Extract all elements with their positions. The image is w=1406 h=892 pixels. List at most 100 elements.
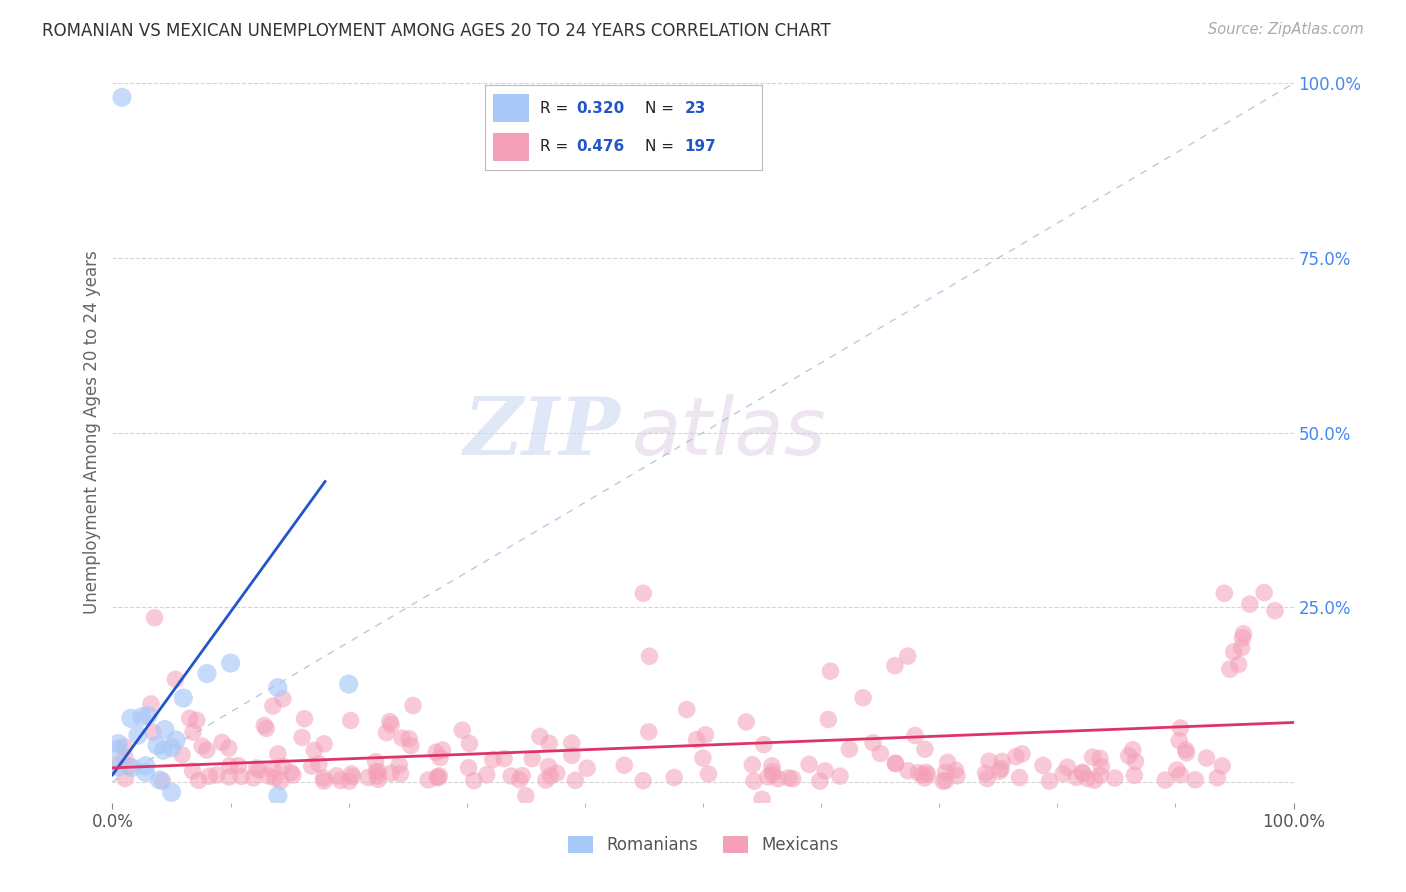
Point xyxy=(1232,627,1254,641)
Point xyxy=(211,735,233,749)
Point xyxy=(817,713,839,727)
Point xyxy=(1081,750,1104,764)
Point xyxy=(425,745,447,759)
Point xyxy=(761,759,783,773)
Point xyxy=(932,774,955,789)
Point xyxy=(329,773,352,788)
Point xyxy=(218,770,240,784)
Point xyxy=(1118,748,1140,763)
Point xyxy=(165,673,187,687)
Point xyxy=(752,738,775,752)
Point xyxy=(862,736,884,750)
Point xyxy=(121,760,143,774)
Text: Source: ZipAtlas.com: Source: ZipAtlas.com xyxy=(1208,22,1364,37)
Point xyxy=(1088,768,1111,782)
Point xyxy=(187,773,209,788)
Point xyxy=(664,771,686,785)
Point xyxy=(262,698,284,713)
Point xyxy=(946,769,969,783)
Point xyxy=(429,750,451,764)
Point xyxy=(1239,597,1261,611)
Y-axis label: Unemployment Among Ages 20 to 24 years: Unemployment Among Ages 20 to 24 years xyxy=(83,251,101,615)
Point xyxy=(685,732,707,747)
Point xyxy=(103,758,125,772)
Point xyxy=(778,771,800,785)
Point xyxy=(257,769,280,783)
Point xyxy=(741,757,763,772)
Point xyxy=(991,755,1014,769)
Point xyxy=(1154,773,1177,788)
Point xyxy=(254,722,277,736)
Point xyxy=(897,764,920,778)
Point xyxy=(179,711,201,725)
Point xyxy=(314,737,336,751)
Point xyxy=(127,728,149,742)
Point xyxy=(149,773,172,788)
Point xyxy=(367,772,389,787)
Point xyxy=(1222,645,1244,659)
Point xyxy=(808,774,831,789)
Point xyxy=(301,759,323,773)
Point xyxy=(432,743,454,757)
Point xyxy=(1071,766,1094,780)
Point xyxy=(152,774,174,789)
Point xyxy=(1227,657,1250,672)
Point xyxy=(869,747,891,761)
Point xyxy=(337,677,360,691)
Point xyxy=(675,702,697,716)
Point xyxy=(814,764,837,778)
Point xyxy=(245,761,267,775)
Point xyxy=(1011,747,1033,761)
Point xyxy=(509,772,531,787)
Point xyxy=(561,736,583,750)
Point xyxy=(695,728,717,742)
Point xyxy=(613,758,636,772)
Point xyxy=(219,656,242,670)
Point xyxy=(458,737,481,751)
Point xyxy=(181,725,204,739)
Point xyxy=(198,769,221,783)
Point xyxy=(294,712,316,726)
Point xyxy=(883,658,905,673)
Point xyxy=(756,770,779,784)
Point xyxy=(418,772,440,787)
Point xyxy=(375,725,398,739)
Point xyxy=(1125,755,1147,769)
Point xyxy=(1038,774,1060,789)
Point xyxy=(1122,743,1144,757)
Point xyxy=(135,765,157,780)
Point xyxy=(974,766,997,780)
Point xyxy=(378,714,401,729)
Text: atlas: atlas xyxy=(633,393,827,472)
Point xyxy=(388,757,411,772)
Point xyxy=(139,697,162,711)
Point xyxy=(114,749,136,764)
Point xyxy=(107,737,129,751)
Point xyxy=(838,742,860,756)
Point xyxy=(897,649,920,664)
Point xyxy=(510,769,533,783)
Point xyxy=(538,736,561,750)
Point xyxy=(398,731,420,746)
Point xyxy=(576,761,599,775)
Point xyxy=(534,773,557,788)
Point xyxy=(380,766,402,780)
Point xyxy=(427,771,450,785)
Point xyxy=(1008,771,1031,785)
Point xyxy=(308,756,330,771)
Point xyxy=(339,714,361,728)
Point xyxy=(884,756,907,771)
Point xyxy=(977,754,1000,768)
Point xyxy=(976,772,998,786)
Point xyxy=(915,765,938,780)
Point xyxy=(107,742,129,756)
Point xyxy=(402,698,425,713)
Point xyxy=(218,759,240,773)
Point xyxy=(945,763,967,777)
Point xyxy=(1170,721,1192,735)
Point xyxy=(342,770,364,784)
Point xyxy=(160,785,183,799)
Text: ZIP: ZIP xyxy=(464,394,620,471)
Point xyxy=(884,756,907,771)
Point xyxy=(291,731,314,745)
